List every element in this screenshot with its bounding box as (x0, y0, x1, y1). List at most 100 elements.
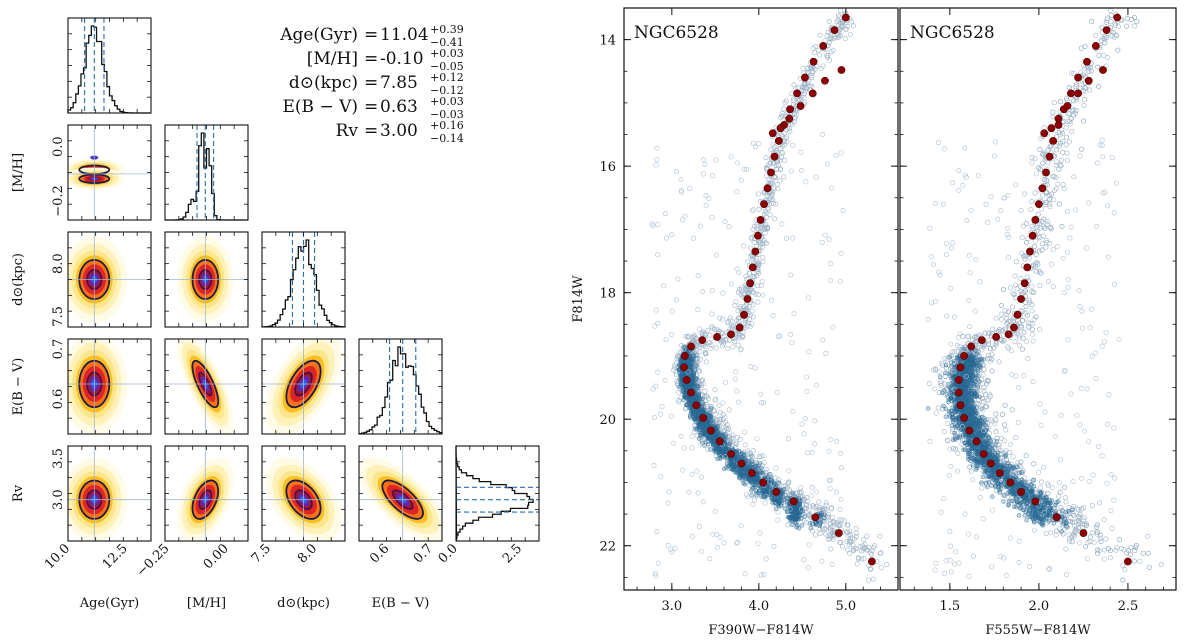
tick-label-ebv: 0.7 (411, 541, 436, 566)
star-point (859, 556, 865, 562)
field-star-point (739, 287, 745, 293)
star-point (763, 240, 769, 246)
field-star-point (698, 223, 704, 229)
star-point (756, 207, 762, 213)
star-point (837, 522, 843, 528)
isochrone-point (809, 57, 818, 66)
field-star-point (837, 279, 843, 285)
star-point (812, 50, 818, 56)
field-star-point (801, 557, 807, 563)
field-star-point (820, 337, 826, 343)
field-star-point (668, 332, 674, 338)
field-star-point (709, 311, 715, 317)
star-point (1012, 339, 1018, 345)
star-point (746, 316, 752, 322)
star-point-dense (688, 405, 693, 411)
star-point (735, 308, 741, 314)
field-star-point (735, 160, 741, 166)
star-point-dense (719, 432, 724, 437)
field-star-point (825, 536, 831, 542)
star-point-dense (701, 426, 706, 432)
field-star-point (742, 571, 748, 577)
star-point (834, 520, 840, 526)
field-star-point (686, 489, 692, 495)
field-star-point (814, 382, 820, 388)
isochrone-point (763, 184, 772, 193)
field-star-point (723, 454, 729, 460)
field-star-point (760, 292, 766, 298)
star-point (798, 485, 804, 491)
field-star-point (739, 293, 745, 299)
star-point-dense (771, 481, 777, 486)
field-star-point (732, 376, 738, 382)
star-point (1109, 525, 1115, 531)
summary-minus-d: −0.12 (430, 84, 464, 97)
star-point (723, 337, 729, 343)
field-star-point (733, 299, 739, 305)
star-point-dense (682, 383, 687, 388)
summary-eq-age: = (364, 25, 378, 45)
star-point (676, 399, 682, 405)
field-star-point (819, 558, 825, 564)
star-point (828, 546, 834, 552)
field-star-point (824, 161, 830, 167)
field-star-point (820, 132, 826, 138)
field-star-point (710, 173, 716, 179)
field-star-point (655, 221, 661, 227)
star-point (770, 197, 776, 203)
isochrone-point (759, 478, 768, 487)
star-point (743, 286, 749, 292)
star-point (719, 316, 725, 322)
star-point (702, 388, 708, 394)
star-point-dense (697, 420, 703, 425)
field-star-point (756, 141, 762, 147)
isochrone-point (776, 124, 785, 133)
field-star-point (717, 534, 723, 540)
star-point-dense (792, 519, 798, 525)
field-star-point (744, 276, 750, 282)
axis-label-left-d: d⊙(kpc) (11, 253, 26, 306)
star-point-dense (724, 465, 729, 470)
x-axis-label: F390W−F814W (708, 623, 814, 638)
field-star-point (668, 413, 674, 419)
field-star-point (668, 546, 674, 552)
tick-label-age: 12.5 (100, 541, 131, 572)
field-star-point (695, 490, 701, 496)
star-point (755, 259, 761, 265)
star-point (791, 111, 797, 117)
star-point (754, 268, 760, 274)
star-point (748, 253, 754, 259)
field-star-point (752, 144, 758, 150)
star-point (1106, 546, 1112, 552)
field-star-point (650, 223, 656, 229)
isochrone-point (737, 459, 746, 468)
histogram-ebv (358, 346, 443, 435)
star-point-dense (689, 351, 694, 356)
field-star-point (799, 167, 805, 173)
star-point-dense (702, 407, 707, 412)
field-star-point (827, 260, 833, 266)
field-star-point (723, 379, 729, 385)
summary-value-d: 7.85 (380, 73, 418, 93)
star-point (1089, 530, 1095, 536)
field-star-point (652, 323, 658, 329)
tick-label-left-mh: 0.0 (51, 136, 66, 157)
star-point (773, 162, 779, 168)
field-star-point (655, 320, 661, 326)
isochrone-point (830, 26, 839, 35)
star-point-dense (750, 486, 755, 491)
isochrone-point (713, 333, 721, 341)
star-point (757, 245, 763, 251)
star-point (828, 506, 834, 512)
field-star-point (653, 307, 659, 313)
star-point (842, 36, 848, 42)
field-star-point (837, 506, 843, 512)
corner-cell-d-d (261, 231, 346, 328)
isochrone-point (868, 557, 876, 566)
star-point (1128, 545, 1134, 551)
isochrone-point (789, 497, 798, 506)
corner-cell-rv-rv (455, 445, 540, 542)
star-point (844, 539, 850, 545)
star-point (755, 191, 761, 197)
